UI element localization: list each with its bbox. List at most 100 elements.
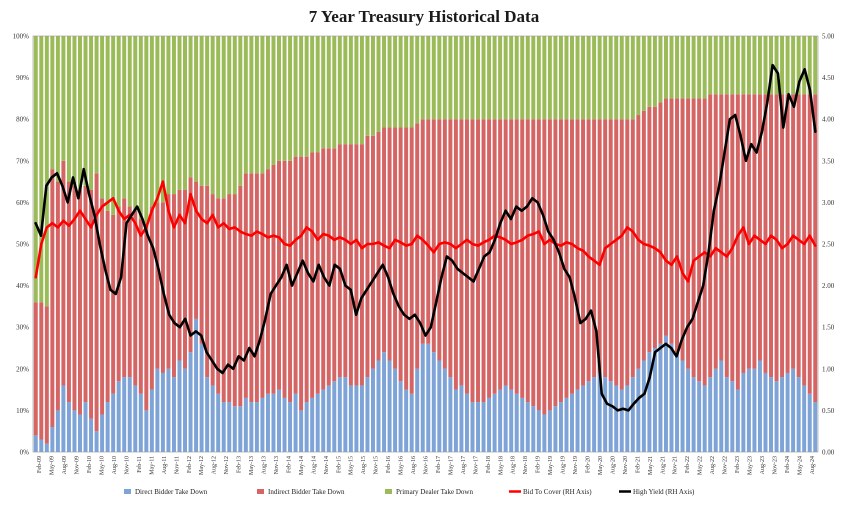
bar-primary-dealer-take-down-112 [652, 36, 657, 107]
bar-direct-bidder-take-down-84 [498, 389, 503, 452]
bar-primary-dealer-take-down-118 [686, 36, 691, 99]
bar-direct-bidder-take-down-110 [641, 360, 646, 452]
bar-direct-bidder-take-down-136 [785, 372, 790, 452]
bar-direct-bidder-take-down-140 [807, 393, 812, 452]
x-tick-0: Feb-09 [37, 456, 43, 473]
bar-direct-bidder-take-down-34 [221, 402, 226, 452]
bar-indirect-bidder-take-down-100 [586, 119, 591, 382]
bar-direct-bidder-take-down-10 [89, 418, 94, 452]
bar-indirect-bidder-take-down-135 [780, 94, 785, 378]
bar-indirect-bidder-take-down-48 [299, 156, 304, 411]
x-tick-21: May-14 [299, 456, 305, 475]
bar-primary-dealer-take-down-59 [359, 36, 364, 145]
bar-indirect-bidder-take-down-108 [630, 119, 635, 378]
bar-indirect-bidder-take-down-73 [437, 119, 442, 361]
bar-indirect-bidder-take-down-117 [680, 98, 685, 361]
x-tick-41: May-19 [548, 456, 554, 475]
bar-primary-dealer-take-down-3 [50, 36, 55, 170]
bar-indirect-bidder-take-down-61 [370, 135, 375, 369]
x-tick-50: Aug-21 [660, 456, 666, 474]
bar-direct-bidder-take-down-104 [608, 381, 613, 452]
bar-indirect-bidder-take-down-84 [498, 119, 503, 390]
bar-direct-bidder-take-down-44 [277, 389, 281, 452]
bar-primary-dealer-take-down-7 [72, 36, 77, 186]
bar-indirect-bidder-take-down-12 [100, 198, 105, 415]
legend-swatch-0 [124, 489, 131, 494]
y-tick-left-9: 90% [16, 74, 29, 82]
bar-indirect-bidder-take-down-1 [39, 302, 44, 440]
bar-indirect-bidder-take-down-111 [647, 106, 652, 353]
bar-primary-dealer-take-down-76 [453, 36, 458, 120]
bar-indirect-bidder-take-down-105 [614, 119, 619, 386]
bar-indirect-bidder-take-down-56 [343, 144, 348, 378]
x-tick-39: Nov-18 [523, 456, 529, 474]
bar-direct-bidder-take-down-43 [271, 393, 276, 452]
bar-indirect-bidder-take-down-78 [464, 119, 469, 394]
bar-primary-dealer-take-down-79 [470, 36, 475, 120]
bar-primary-dealer-take-down-4 [55, 36, 60, 182]
bar-indirect-bidder-take-down-104 [608, 119, 613, 382]
bar-direct-bidder-take-down-70 [420, 343, 425, 452]
bar-primary-dealer-take-down-99 [581, 36, 586, 120]
bar-direct-bidder-take-down-62 [376, 360, 381, 452]
y-tick-right-5: 2.50 [822, 241, 835, 249]
bar-indirect-bidder-take-down-113 [658, 102, 663, 344]
bar-direct-bidder-take-down-55 [337, 377, 342, 452]
bar-direct-bidder-take-down-65 [393, 368, 398, 452]
line-layer [34, 63, 817, 412]
bar-primary-dealer-take-down-113 [658, 36, 663, 103]
bar-direct-bidder-take-down-80 [476, 402, 481, 452]
x-tick-36: Feb-18 [486, 456, 492, 473]
bar-indirect-bidder-take-down-64 [387, 127, 392, 361]
bar-indirect-bidder-take-down-57 [348, 144, 353, 386]
bar-direct-bidder-take-down-42 [265, 393, 270, 452]
bar-indirect-bidder-take-down-37 [238, 185, 243, 407]
bar-indirect-bidder-take-down-118 [686, 98, 691, 369]
bar-primary-dealer-take-down-114 [663, 36, 668, 99]
bar-direct-bidder-take-down-129 [746, 368, 751, 452]
bar-primary-dealer-take-down-2 [44, 36, 49, 307]
bar-primary-dealer-take-down-22 [155, 36, 160, 203]
bar-primary-dealer-take-down-106 [619, 36, 624, 120]
bar-indirect-bidder-take-down-65 [393, 127, 398, 369]
bar-indirect-bidder-take-down-7 [72, 185, 77, 411]
bar-indirect-bidder-take-down-106 [619, 119, 624, 390]
bar-primary-dealer-take-down-48 [299, 36, 304, 157]
bar-primary-dealer-take-down-93 [547, 36, 552, 120]
bar-primary-dealer-take-down-100 [586, 36, 591, 120]
bar-indirect-bidder-take-down-67 [404, 127, 409, 390]
bar-primary-dealer-take-down-141 [813, 36, 818, 95]
bar-primary-dealer-take-down-126 [730, 36, 735, 95]
bar-indirect-bidder-take-down-52 [321, 148, 326, 390]
bar-direct-bidder-take-down-26 [177, 360, 182, 452]
bar-direct-bidder-take-down-77 [459, 385, 464, 452]
bar-primary-dealer-take-down-115 [669, 36, 674, 99]
bar-indirect-bidder-take-down-39 [249, 173, 254, 403]
bar-direct-bidder-take-down-94 [553, 406, 558, 452]
bar-direct-bidder-take-down-33 [216, 393, 221, 452]
bar-primary-dealer-take-down-129 [746, 36, 751, 95]
x-tick-18: Aug-13 [262, 456, 268, 474]
bar-direct-bidder-take-down-87 [514, 393, 519, 452]
legend-label-0: Direct Bidder Take Down [135, 488, 208, 496]
bar-indirect-bidder-take-down-79 [470, 119, 475, 403]
bar-direct-bidder-take-down-38 [243, 397, 248, 452]
bar-primary-dealer-take-down-61 [370, 36, 375, 136]
bar-indirect-bidder-take-down-101 [592, 119, 597, 378]
chart-title: 7 Year Treasury Historical Data [309, 7, 540, 26]
bar-primary-dealer-take-down-19 [138, 36, 143, 220]
bar-indirect-bidder-take-down-20 [144, 223, 149, 411]
bar-direct-bidder-take-down-119 [691, 377, 696, 452]
bar-primary-dealer-take-down-25 [171, 36, 176, 195]
legend-label-4: High Yield (RH Axis) [633, 488, 695, 496]
bar-indirect-bidder-take-down-36 [232, 194, 237, 407]
bar-direct-bidder-take-down-130 [752, 368, 757, 452]
bar-direct-bidder-take-down-113 [658, 343, 663, 452]
bar-primary-dealer-take-down-14 [111, 36, 116, 215]
bar-indirect-bidder-take-down-120 [697, 98, 702, 382]
bar-primary-dealer-take-down-49 [304, 36, 309, 157]
bar-indirect-bidder-take-down-110 [641, 110, 646, 361]
x-tick-57: May-23 [747, 456, 753, 475]
bar-direct-bidder-take-down-85 [503, 385, 508, 452]
bar-primary-dealer-take-down-98 [575, 36, 580, 120]
